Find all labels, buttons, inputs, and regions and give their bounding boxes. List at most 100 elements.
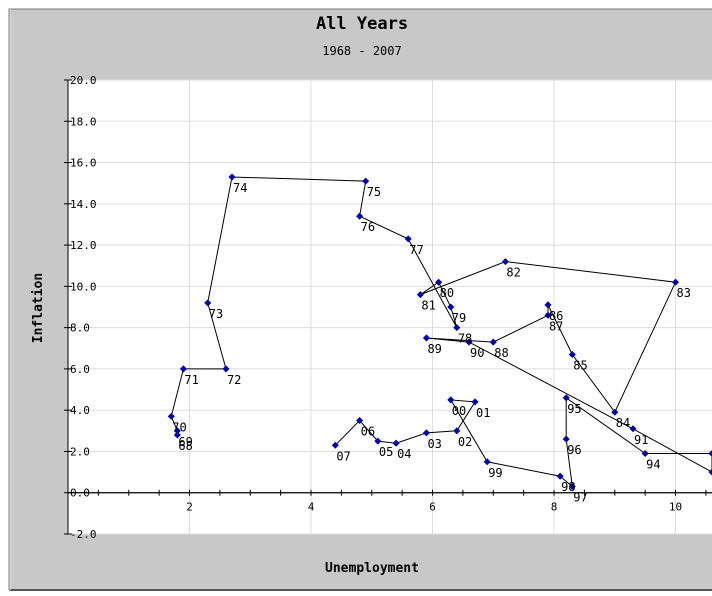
point-label: 89 [427,342,441,356]
data-point [483,458,491,466]
point-label: 72 [227,373,241,387]
y-tick-label: 20.0 [70,74,97,87]
x-tick-label: 2 [186,501,193,514]
data-point [465,338,473,346]
point-label: 99 [488,466,502,480]
point-label: 86 [549,309,563,323]
data-point [556,472,564,480]
data-point [331,441,339,449]
point-label: 96 [567,443,581,457]
data-markers [167,173,712,491]
point-label: 04 [397,447,411,461]
data-point [672,278,680,286]
point-label: 06 [361,425,375,439]
point-label: 84 [616,416,630,430]
point-label: 80 [440,286,454,300]
data-point [568,483,576,491]
data-point [404,235,412,243]
data-point [447,303,455,311]
data-point [362,177,370,185]
data-point [562,435,570,443]
point-label: 83 [677,286,691,300]
data-point [447,396,455,404]
x-tick-label: 6 [429,501,436,514]
point-label: 76 [361,220,375,234]
data-point [435,278,443,286]
data-point [641,449,649,458]
data-point [471,398,479,406]
data-point [228,173,236,181]
point-label: 97 [573,491,587,505]
y-tick-label: -2.0 [70,528,97,541]
y-tick-label: 8.0 [70,322,90,335]
data-point [422,429,430,437]
point-label: 68 [178,439,192,453]
data-point [167,412,175,420]
point-label: 05 [379,445,393,459]
chart-title: All Years [316,14,408,34]
x-axis-title: Unemployment [325,561,419,576]
y-tick-label: 6.0 [70,363,90,376]
data-point [356,212,364,220]
point-label: 02 [458,435,472,449]
point-label: 79 [452,311,466,325]
data-point [179,365,187,373]
data-point [204,299,212,307]
point-label: 77 [409,243,423,257]
point-label: 01 [476,406,490,420]
data-point [562,394,570,402]
axes: -2.00.02.04.06.08.010.012.014.016.018.02… [64,74,712,541]
y-axis-title: Inflation [31,273,46,343]
point-label: 98 [561,480,575,494]
data-point [173,431,181,439]
data-point [173,427,181,435]
data-point [489,338,497,346]
data-point [501,258,509,266]
data-point [544,301,552,309]
point-label: 07 [336,449,350,463]
point-label: 87 [549,319,563,333]
plot-area [68,80,712,534]
data-point [422,334,430,342]
chart-subtitle: 1968 - 2007 [322,44,401,58]
point-label: 94 [646,458,660,472]
data-point [453,324,461,332]
point-label: 74 [233,181,247,195]
data-point [708,468,712,476]
point-label: 78 [458,332,472,346]
y-tick-label: 18.0 [70,115,97,128]
point-label: 82 [506,266,520,280]
data-point [544,311,552,319]
series-line [170,176,712,488]
data-point [222,365,230,373]
data-point [453,427,461,435]
point-label: 71 [184,373,198,387]
data-point [568,350,576,358]
point-label: 91 [634,433,648,447]
series-polyline [170,176,712,488]
y-tick-label: 14.0 [70,198,97,211]
point-label: 03 [427,437,441,451]
point-label: 70 [172,420,186,434]
point-label: 95 [567,402,581,416]
data-point [416,291,424,299]
point-label: 85 [573,358,587,372]
y-tick-label: 4.0 [70,404,90,417]
data-point [708,449,712,458]
x-tick-label: 8 [551,501,558,514]
data-point [356,416,364,425]
point-label: 00 [452,404,466,418]
y-tick-label: 12.0 [70,239,97,252]
y-tick-label: 10.0 [70,280,97,293]
y-tick-label: 16.0 [70,157,97,170]
point-label: 73 [209,307,223,321]
point-label: 90 [470,346,484,360]
data-point [629,425,637,433]
x-tick-label: 4 [308,501,315,514]
point-label: 88 [494,346,508,360]
point-label: 69 [178,435,192,449]
data-point [374,437,382,445]
data-point [392,439,400,447]
